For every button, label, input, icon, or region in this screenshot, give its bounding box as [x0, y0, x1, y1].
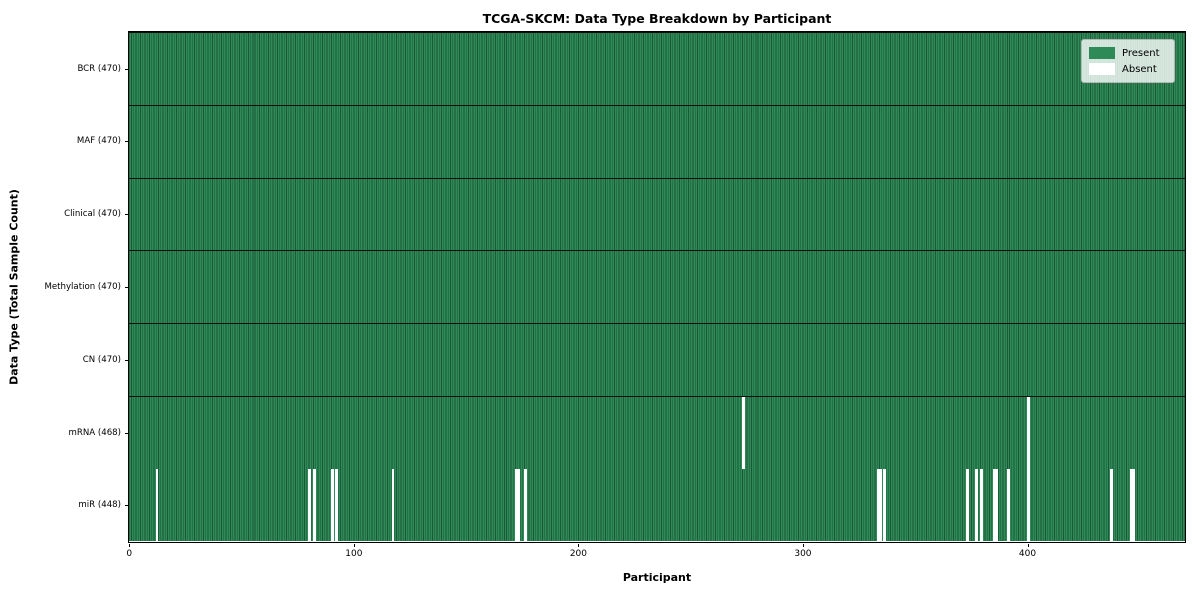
heatmap-row-bcr	[129, 32, 1185, 105]
xtick-mark	[129, 543, 131, 547]
ytick-label-methylation: Methylation (470)	[44, 282, 121, 292]
absent-cell-mir-173	[517, 468, 520, 542]
absent-cell-mir-385	[993, 468, 997, 542]
ytick-mark	[124, 68, 128, 70]
absent-cell-mir-400	[1027, 468, 1030, 542]
absent-cell-mir-90	[330, 468, 334, 542]
absent-cell-mir-446	[1130, 468, 1134, 542]
x-axis-label: Participant	[622, 571, 692, 584]
absent-cell-mir-172	[515, 468, 518, 542]
absent-cell-mir-92	[335, 468, 339, 542]
absent-cell-mir-176	[524, 468, 527, 542]
legend-swatch-absent-icon	[1089, 63, 1115, 75]
ytick-mark	[124, 214, 128, 216]
heatmap-plot-area: Present Absent	[128, 31, 1186, 543]
chart-title: TCGA-SKCM: Data Type Breakdown by Partic…	[482, 11, 832, 26]
ytick-label-mrna: mRNA (468)	[68, 427, 122, 438]
legend: Present Absent	[1081, 39, 1175, 83]
heatmap-row-maf	[129, 104, 1185, 178]
xtick-mark	[578, 543, 580, 547]
absent-cell-mir-12	[155, 468, 159, 542]
xtick-mark	[353, 543, 355, 547]
absent-cell-mir-117	[391, 468, 395, 542]
heatmap-row-methylation	[129, 250, 1185, 324]
absent-cell-mir-334	[878, 468, 882, 542]
ytick-mark	[124, 287, 128, 288]
ytick-label-bcr: BCR (470)	[77, 63, 121, 74]
ytick-mark	[124, 432, 128, 434]
absent-cell-mir-391	[1006, 468, 1010, 542]
legend-item-absent: Absent	[1089, 61, 1166, 77]
absent-cell-mrna-273	[741, 396, 745, 469]
xtick-label-200: 200	[569, 549, 587, 559]
heatmap-row-cn	[129, 323, 1185, 396]
ytick-mark	[124, 505, 128, 507]
legend-label-present: Present	[1122, 47, 1160, 59]
ytick-label-cn: CN (470)	[82, 354, 121, 365]
y-axis-label: Data Type (Total Sample Count)	[7, 189, 21, 385]
xtick-mark	[802, 543, 804, 547]
legend-swatch-present-icon	[1089, 47, 1115, 59]
absent-cell-mir-447	[1132, 468, 1136, 542]
absent-cell-mir-336	[883, 468, 887, 542]
absent-cell-mir-379	[979, 468, 983, 542]
heatmap-row-clinical	[129, 177, 1185, 251]
absent-cell-mir-373	[966, 468, 970, 542]
absent-cell-mir-377	[975, 468, 979, 542]
xtick-label-400: 400	[1018, 549, 1037, 559]
ytick-label-maf: MAF (470)	[76, 136, 121, 147]
absent-cell-mir-80	[308, 468, 312, 542]
xtick-mark	[1027, 543, 1029, 547]
xtick-label-0: 0	[126, 549, 133, 559]
absent-cell-mir-437	[1110, 468, 1113, 542]
xtick-label-100: 100	[345, 549, 363, 559]
ytick-mark	[124, 141, 128, 143]
absent-cell-mir-82	[312, 468, 316, 542]
absent-cell-mir-333	[876, 468, 880, 542]
ytick-label-clinical: Clinical (470)	[64, 209, 121, 220]
heatmap-row-mrna	[129, 395, 1185, 469]
heatmap-row-mir	[129, 468, 1185, 542]
absent-cell-mrna-400	[1027, 396, 1030, 469]
legend-item-present: Present	[1089, 45, 1166, 61]
absent-cell-mir-386	[995, 468, 999, 542]
ytick-mark	[124, 359, 128, 361]
xtick-label-300: 300	[794, 549, 812, 559]
ytick-label-mir: miR (448)	[78, 500, 121, 511]
legend-label-absent: Absent	[1122, 63, 1157, 75]
